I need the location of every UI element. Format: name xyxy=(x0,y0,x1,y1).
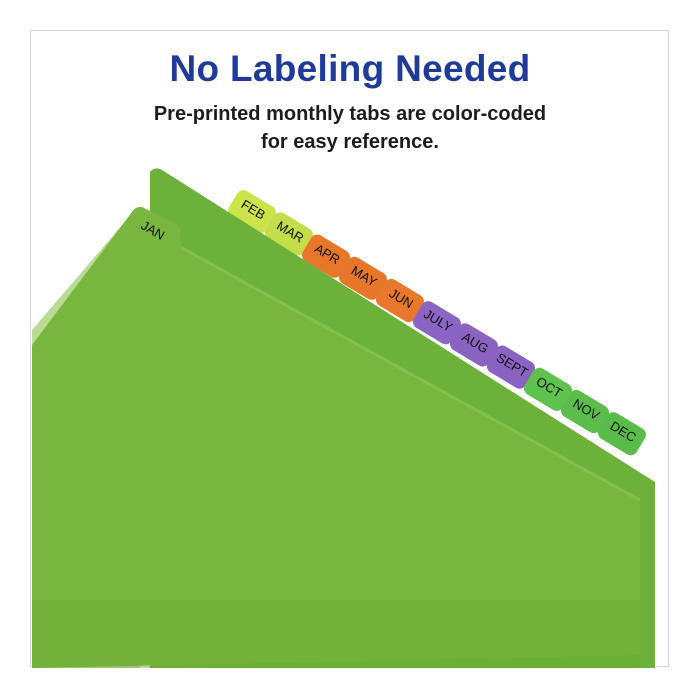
tab-body xyxy=(264,212,313,256)
subtitle-line-1: Pre-printed monthly tabs are color-coded xyxy=(153,103,547,125)
sheet-crease xyxy=(181,246,641,502)
subtitle: Pre-printed monthly tabs are color-coded… xyxy=(0,100,700,156)
subtitle-line-2: for easy reference. xyxy=(261,131,439,153)
tab-body xyxy=(486,345,535,389)
tab-body xyxy=(560,389,609,434)
tab-body xyxy=(597,412,646,456)
tab-jun[interactable]: JUN xyxy=(373,276,426,324)
headline: No Labeling Needed xyxy=(169,48,531,89)
tab-body xyxy=(449,323,498,367)
tab-feb[interactable]: FEB xyxy=(225,188,278,236)
tab-body xyxy=(375,278,424,323)
tab-body xyxy=(227,190,276,234)
tab-body xyxy=(338,256,387,300)
tab-body xyxy=(301,234,350,278)
sheet-shadow xyxy=(32,600,640,668)
tab-body xyxy=(412,301,461,345)
front-divider-sheet xyxy=(32,206,640,668)
tab-body xyxy=(523,367,572,411)
